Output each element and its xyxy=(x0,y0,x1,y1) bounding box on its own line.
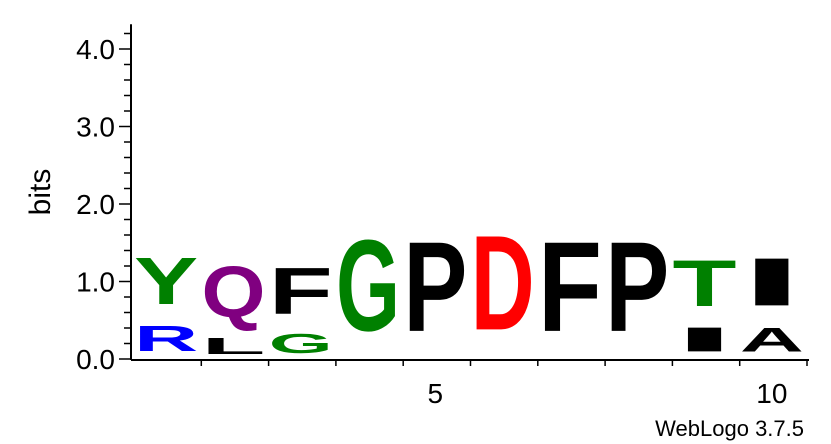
y-tick-label: 4.0 xyxy=(76,34,115,65)
x-axis: 5 10 xyxy=(131,359,809,409)
logo-letter-t: T xyxy=(673,246,737,320)
x-tick-label: 10 xyxy=(756,378,787,409)
logo-letter-p: P xyxy=(605,215,669,358)
logo-letter-p: P xyxy=(403,215,467,358)
y-tick-label: 3.0 xyxy=(76,112,115,143)
logo-letter-r: R xyxy=(134,319,198,359)
weblogo-credit: WebLogo 3.7.5 xyxy=(655,416,804,441)
logo-letter-q: Q xyxy=(201,252,265,333)
logo-letter-f: F xyxy=(269,254,333,328)
x-tick-label: 5 xyxy=(428,378,444,409)
logo-letter-g: G xyxy=(336,213,400,359)
logo-letter-d: D xyxy=(471,209,535,359)
y-axis: 0.0 1.0 2.0 3.0 4.0 xyxy=(76,24,132,375)
y-tick-label: 1.0 xyxy=(76,267,115,298)
logo-letter-f: F xyxy=(538,215,602,358)
y-axis-label: bits xyxy=(24,169,57,216)
logo-letter-l: L xyxy=(201,333,265,359)
logo-letter-y: Y xyxy=(134,243,198,318)
y-tick-label: 2.0 xyxy=(76,189,115,220)
logo-letter-a: A xyxy=(740,321,804,360)
logo-letter-g: G xyxy=(269,328,333,359)
y-tick-label: 0.0 xyxy=(76,344,115,375)
logo-letter-i: I xyxy=(740,244,804,320)
logo-letter-i: I xyxy=(673,320,737,359)
